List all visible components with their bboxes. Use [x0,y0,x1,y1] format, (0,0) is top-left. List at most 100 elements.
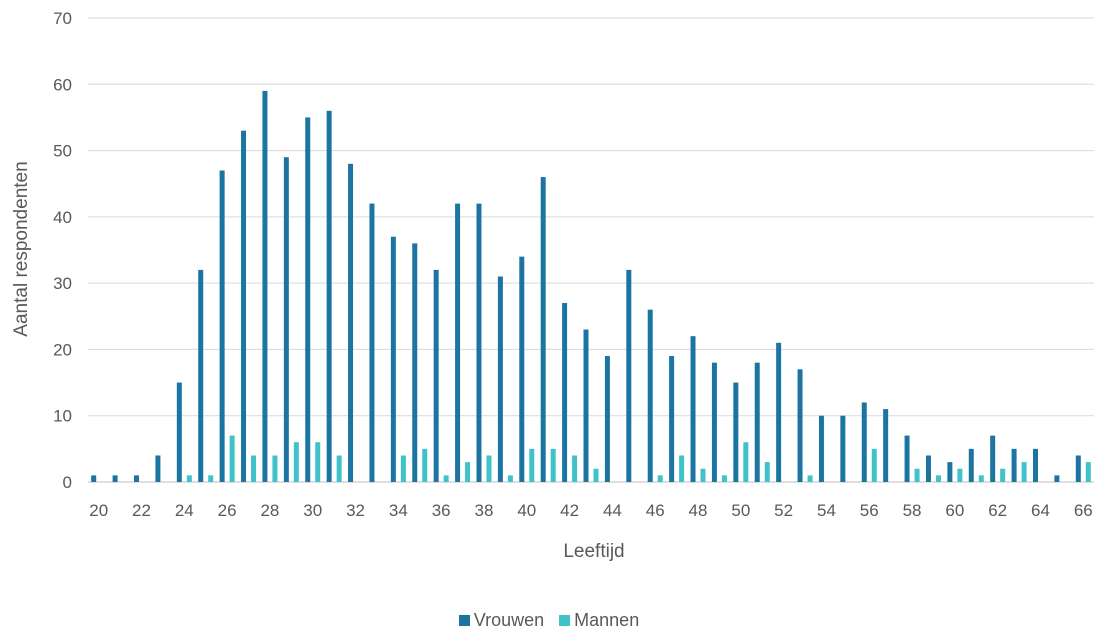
bar-vrouwen [198,269,204,482]
bar-vrouwen [348,163,354,483]
bar-vrouwen [711,362,717,482]
legend: Vrouwen Mannen [0,610,1098,631]
bar-mannen [336,455,342,482]
x-tick-label: 54 [817,501,836,520]
legend-swatch-mannen [559,615,571,626]
bar-mannen [593,468,599,482]
bar-vrouwen [754,362,760,482]
bar-mannen [1085,462,1091,482]
bar-mannen [507,475,513,482]
bar-vrouwen [1054,475,1060,482]
bar-mannen [293,442,299,482]
bar-mannen [572,455,578,482]
x-tick-label: 28 [260,501,279,520]
y-tick-label: 30 [53,274,72,293]
gridlines [88,17,1094,483]
x-tick-label: 34 [389,501,408,520]
bar-vrouwen [883,409,889,482]
x-tick-label: 48 [689,501,708,520]
bar-vrouwen [369,203,375,482]
x-tick-label: 56 [860,501,879,520]
bar-mannen [721,475,727,482]
bar-mannen [957,468,963,482]
bar-vrouwen [219,170,225,482]
bar-mannen [229,435,235,482]
bar-mannen [1000,468,1006,482]
x-axis-ticks: 20 22 24 26 28 30 32 34 36 38 40 42 44 46 48 50 52 54 56 58… [89,501,1093,520]
x-tick-label: 62 [988,501,1007,520]
bar-vrouwen [326,110,332,483]
bar-vrouwen [497,276,503,482]
bar-mannen [186,475,192,482]
bar-vrouwen [476,203,482,482]
bar-vrouwen [669,356,675,482]
bar-mannen [700,468,706,482]
bar-vrouwen [134,475,140,482]
x-tick-label: 24 [175,501,194,520]
bar-mannen [935,475,941,482]
y-tick-label: 60 [53,75,72,94]
x-tick-label: 52 [774,501,793,520]
bar-mannen [486,455,492,482]
bar-vrouwen [305,117,311,482]
x-tick-label: 42 [560,501,579,520]
x-tick-label: 66 [1074,501,1093,520]
bar-vrouwen [583,329,589,482]
bar-vrouwen [283,157,289,482]
bar-vrouwen [925,455,931,482]
bar-mannen [529,448,535,482]
bar-mannen [978,475,984,482]
y-tick-label: 70 [53,9,72,28]
bar-vrouwen [647,309,653,482]
bar-mannen [764,462,770,482]
x-tick-label: 64 [1031,501,1050,520]
x-tick-label: 22 [132,501,151,520]
bar-mannen [251,455,257,482]
bar-vrouwen [1032,448,1038,482]
bar-mannen [272,455,278,482]
x-tick-label: 26 [218,501,237,520]
bar-mannen [871,448,877,482]
bar-chart: 0 10 20 30 40 50 60 70 20 22 24 26 28 30 32 34 36 38 40 42… [11,9,1094,562]
bar-vrouwen [112,475,118,482]
legend-label-vrouwen: Vrouwen [473,610,545,630]
bar-mannen [679,455,685,482]
bar-mannen [743,442,749,482]
bar-vrouwen [818,415,824,482]
bar-mannen [465,462,471,482]
bar-mannen [208,475,214,482]
bar-vrouwen [626,269,632,482]
x-tick-label: 32 [346,501,365,520]
y-axis-ticks: 0 10 20 30 40 50 60 70 [53,9,72,492]
x-tick-label: 50 [731,501,750,520]
y-tick-label: 20 [53,340,72,359]
legend-label-mannen: Mannen [574,610,640,630]
legend-item-vrouwen: Vrouwen [458,610,545,631]
bar-vrouwen [433,269,439,482]
y-tick-label: 0 [63,473,72,492]
bar-mannen [914,468,920,482]
bar-vrouwen [947,462,953,482]
bar-vrouwen [904,435,910,482]
bar-vrouwen [733,382,739,482]
bar-vrouwen [455,203,461,482]
bar-vrouwen [1011,448,1017,482]
x-tick-label: 44 [603,501,622,520]
bar-vrouwen [861,402,867,482]
bar-vrouwen [519,256,525,482]
bar-vrouwen [1075,455,1081,482]
bar-mannen [550,448,556,482]
bar-vrouwen [990,435,996,482]
x-tick-label: 58 [903,501,922,520]
bar-mannen [422,448,428,482]
y-tick-label: 40 [53,208,72,227]
bar-vrouwen [690,336,696,482]
x-tick-label: 60 [945,501,964,520]
x-tick-label: 36 [432,501,451,520]
x-tick-label: 30 [303,501,322,520]
bar-vrouwen [604,356,610,482]
bar-vrouwen [840,415,846,482]
bar-vrouwen [540,177,546,483]
bar-vrouwen [390,236,396,482]
bar-mannen [443,475,449,482]
